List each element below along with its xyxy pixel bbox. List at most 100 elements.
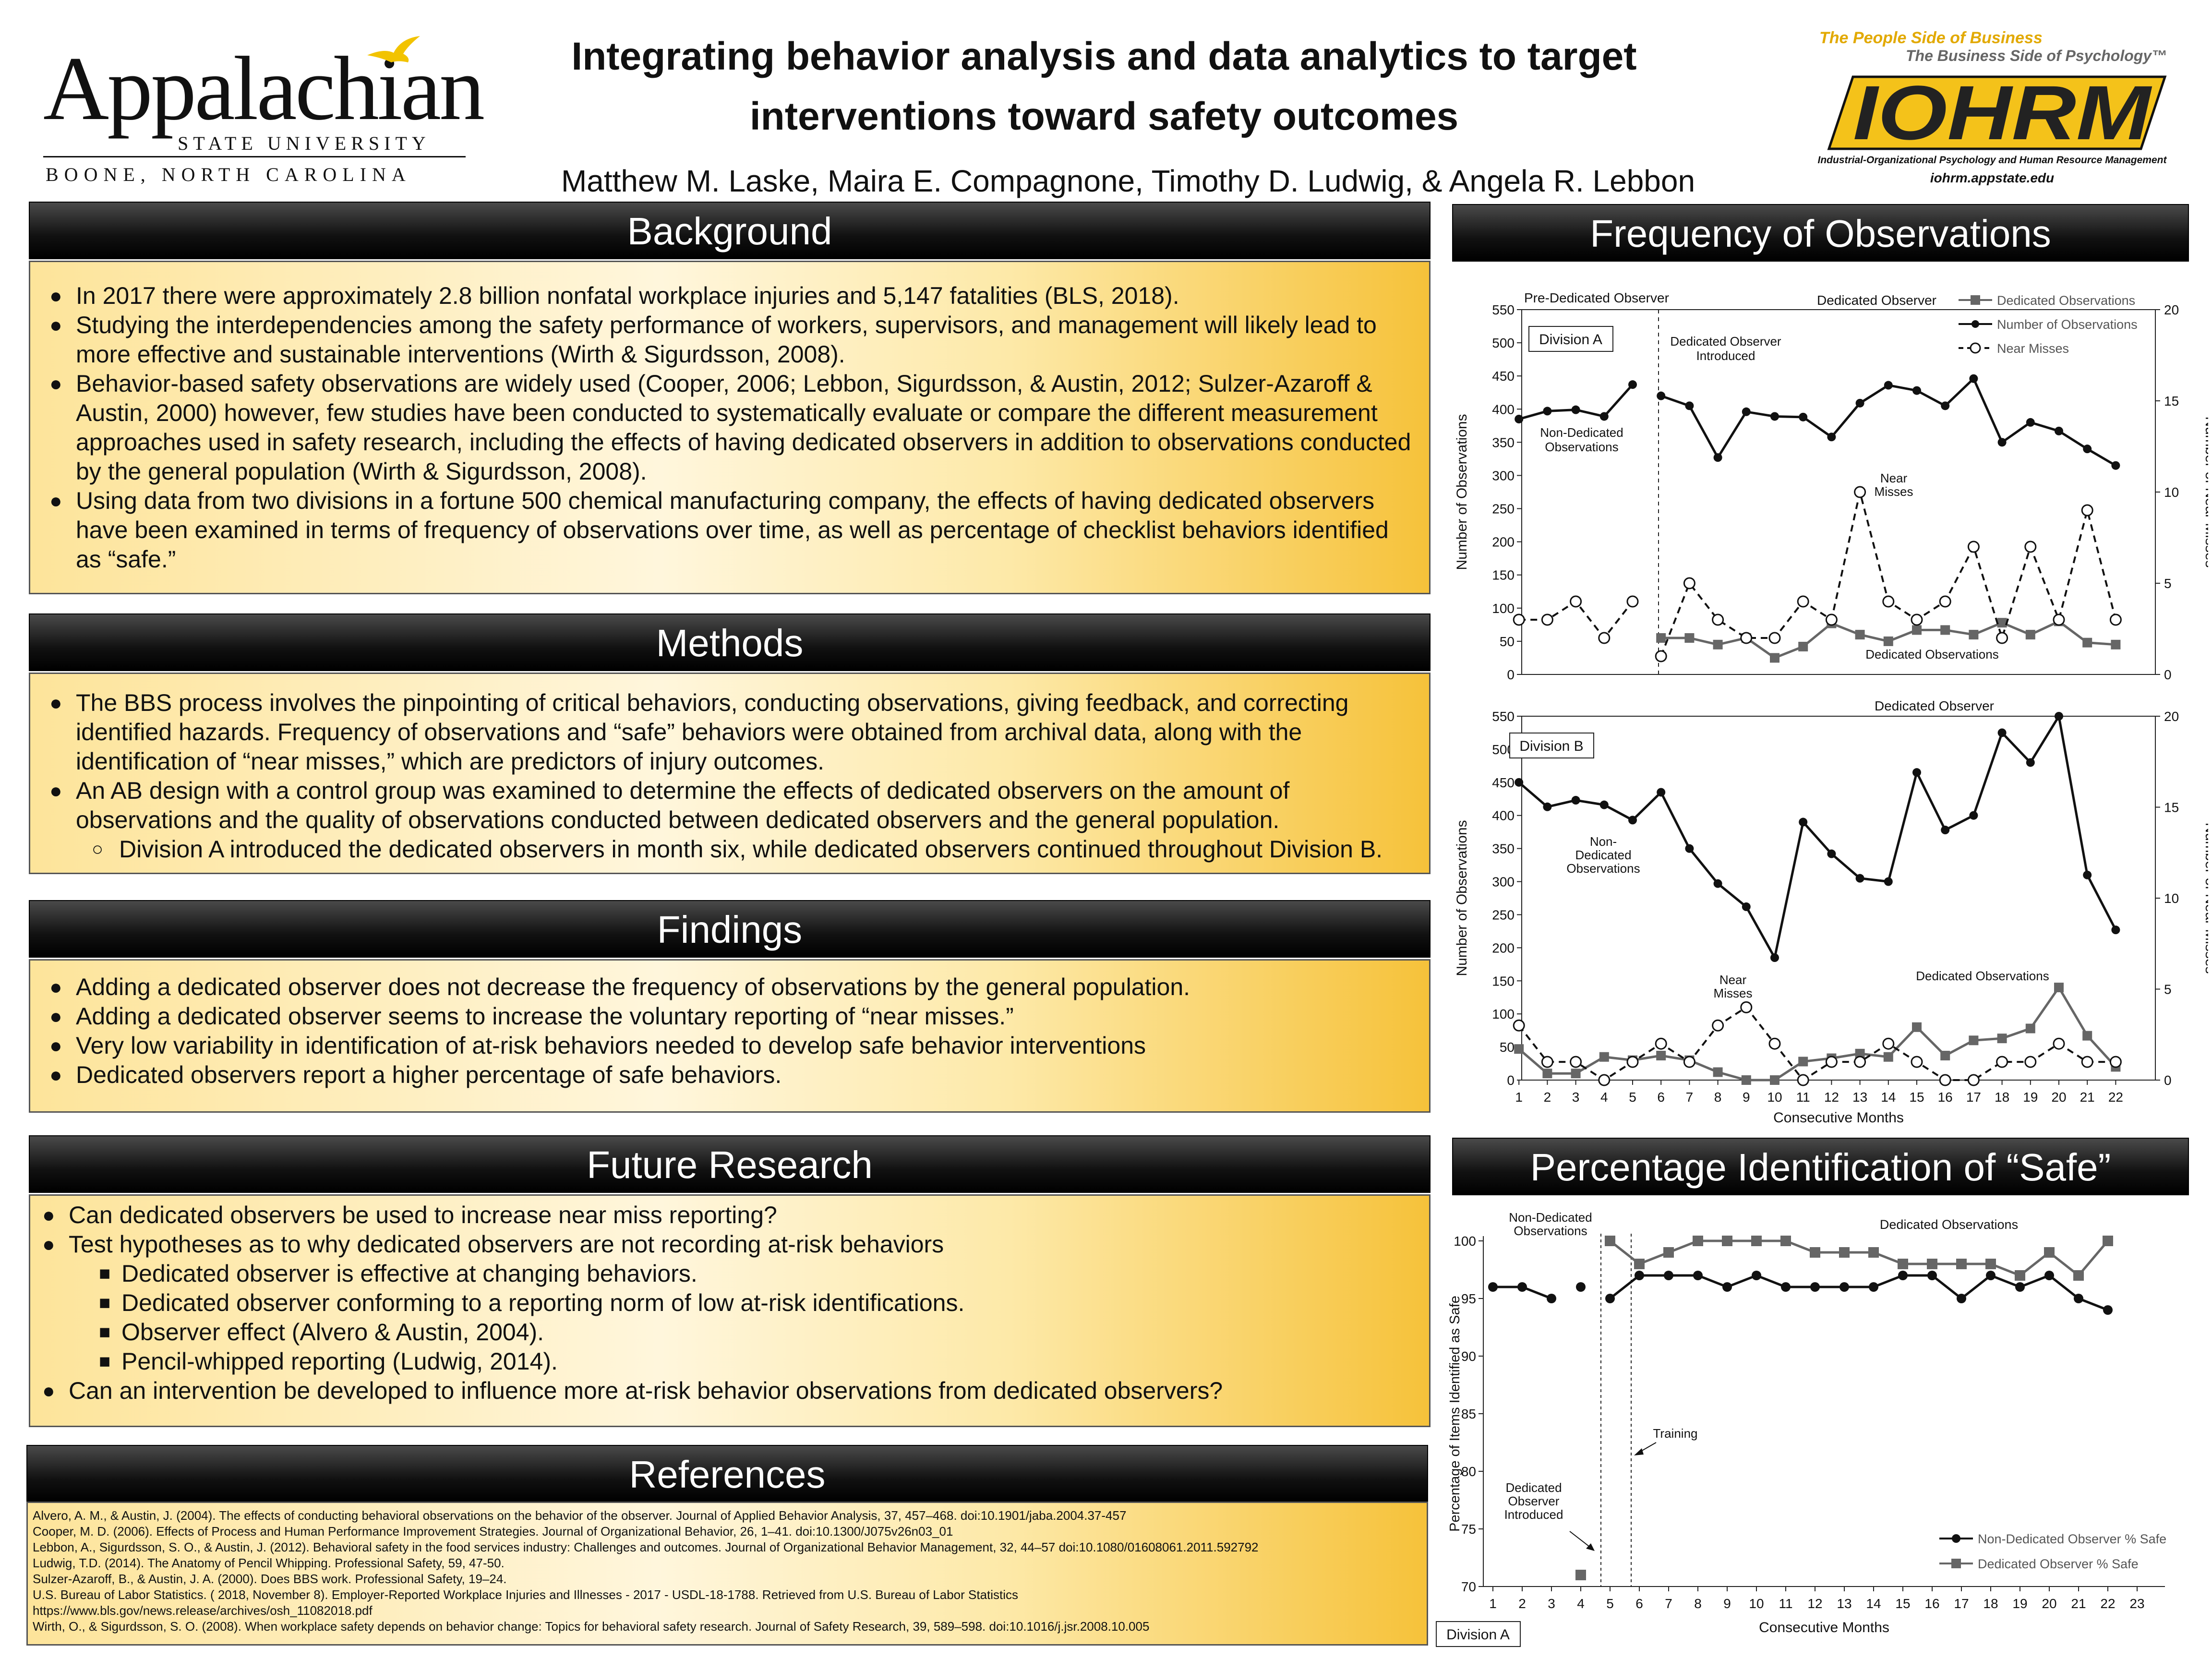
observations-point [1742,407,1751,416]
legend-label: Number of Observations [1997,317,2138,332]
y-tick-label: 250 [1492,907,1515,922]
near-misses-point [1655,1037,1667,1050]
observations-point [1969,374,1978,383]
dedicated-observations-point [1997,1034,2007,1044]
y-tick-label: 500 [1492,336,1515,350]
division-b-frequency-chart: 0501001502002503003504004505005500510152… [1454,698,2208,1126]
near-misses-point [1513,613,1525,626]
annotation: Non-Dedicated [1540,425,1623,440]
annotation: Non- [1590,834,1617,849]
non-dedicated-point [1752,1271,1761,1280]
dedicated-point [1868,1247,1879,1258]
future-item: Can an intervention be developed to infl… [42,1376,1415,1406]
dedicated-observations-point [2025,630,2035,640]
title-line-1: Integrating behavior analysis and data a… [571,35,1637,78]
panel-label-box [1509,733,1594,758]
dedicated-point [1575,1570,1586,1580]
near-misses-point [1712,613,1724,626]
x-tick-label: 14 [1881,1090,1896,1105]
near-misses-point [1939,595,1951,608]
reference-entry: U.S. Bureau of Labor Statistics. ( 2018,… [33,1587,1019,1602]
dedicated-observations-point [1940,625,1950,635]
x-tick-label: 11 [1796,1090,1810,1105]
x-tick-label: 6 [1635,1596,1643,1611]
observations-point [2083,870,2092,879]
observations-point [2026,758,2035,767]
dedicated-point [1839,1247,1850,1258]
near-misses-point [1882,595,1895,608]
observations-point [1713,453,1722,462]
dedicated-observations-point [1599,1052,1609,1062]
near-misses-point [1683,577,1695,589]
legend-label: Dedicated Observations [1997,293,2135,308]
y-tick-label: 100 [1492,601,1515,616]
y-axis-label: Percentage of Items Identified as Safe [1447,1296,1463,1532]
annotation: Dedicated Observer [1817,293,1936,308]
x-tick-label: 15 [1909,1090,1924,1105]
observations-point [1799,412,1808,421]
legend-swatch [1952,1534,1960,1543]
y2-tick-label: 10 [2164,891,2179,906]
near-misses-point [2053,1037,2065,1050]
annotation: Observer [1508,1494,1560,1508]
references-heading: References [26,1445,1428,1503]
annotation: Near [1719,973,1747,987]
dedicated-observations-point [1770,653,1779,663]
findings-panel: Adding a dedicated observer does not dec… [29,959,1431,1113]
x-tick-label: 17 [1966,1090,1981,1105]
observations-point [1515,415,1524,423]
near-misses-point [1740,1001,1753,1013]
division-a-frequency-chart: 0 50 100 150 200 250 300 350 400 450 500 550 0 5 10 15 2… [1454,290,2208,682]
annotation: Training [1653,1426,1698,1441]
dedicated-observations-point [1798,641,1808,651]
iohrm-url: iohrm.appstate.edu [1930,170,2055,185]
observations-point [1543,802,1552,811]
x-tick-label: 14 [1866,1596,1881,1611]
x-tick-label: 12 [1807,1596,1822,1611]
annotation: Pre-Dedicated Observer [1524,290,1669,305]
dedicated-observations-point [1514,1044,1524,1054]
near-misses-point [1768,1037,1781,1050]
annotation: Observations [1566,861,1640,876]
y2-tick-label: 5 [2164,576,2172,591]
observations-point [1884,877,1893,886]
y-tick-label: 450 [1492,369,1515,384]
reference-entry: Ludwig, T.D. (2014). The Anatomy of Penc… [33,1556,505,1570]
annotation: Dedicated Observations [1916,969,2049,983]
iohrm-logo: The People Side of Business The Business… [1810,29,2175,192]
y-tick-label: 350 [1492,435,1515,450]
observations-point [1685,401,1694,410]
findings-item: Very low variability in identification o… [49,1031,1415,1060]
annotation: Observations [1545,440,1618,454]
near-misses-point [1768,632,1781,644]
non-dedicated-point [1898,1271,1908,1280]
observations-point [1543,407,1552,416]
logo-divider [43,156,466,157]
non-dedicated-point [1517,1282,1527,1292]
observations-point [1855,398,1864,408]
near-misses-point [1996,1056,2008,1068]
bird-icon [367,36,420,62]
observations-point [1941,401,1950,410]
x-tick-label: 9 [1743,1090,1750,1105]
x-tick-label: 7 [1665,1596,1672,1611]
near-misses-point [1683,1056,1695,1068]
x-tick-label: 10 [1749,1596,1764,1611]
y2-tick-label: 15 [2164,800,2179,815]
x-tick-label: 19 [2012,1596,2027,1611]
non-dedicated-point [1664,1271,1673,1280]
dedicated-point [1605,1236,1615,1246]
non-dedicated-point [1839,1282,1849,1292]
near-misses-point [1825,613,1838,626]
dedicated-observations-point [1798,1057,1808,1067]
dedicated-observations-point [1741,1075,1751,1085]
near-misses-point [1797,1074,1809,1086]
near-misses-point [2109,1056,2122,1068]
y-tick-label: 200 [1492,940,1515,955]
y-axis-label: Number of Observations [1454,414,1470,570]
background-panel: In 2017 there were approximately 2.8 bil… [29,261,1431,594]
near-misses-point [1598,1074,1611,1086]
observations-point [1827,849,1836,858]
x-tick-label: 16 [1924,1596,1939,1611]
dedicated-observations-point [1542,1069,1552,1079]
